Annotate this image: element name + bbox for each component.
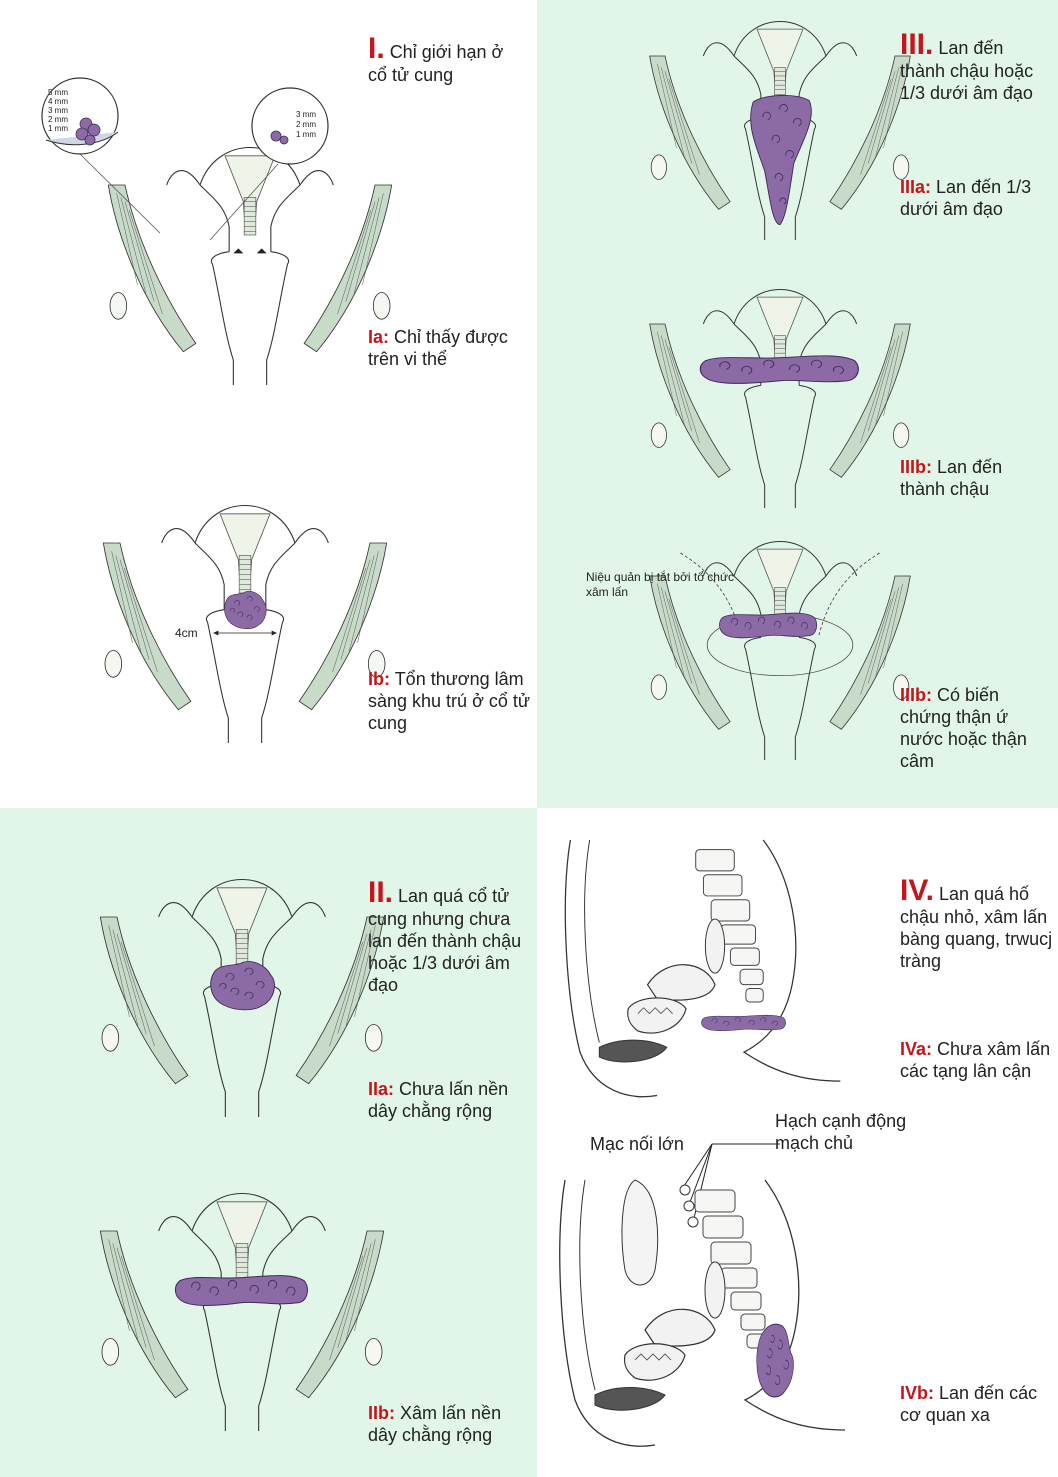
stage-description: Chỉ thấy được trên vi thể [368,327,508,369]
ruler-left-label: 1 mm [48,124,68,133]
stage-label: IIa: [368,1079,395,1099]
stage-Ib-text: Ib: Tổn thương lâm sàng khu trú ở cổ tử … [368,668,533,734]
stage-label: I. [368,32,385,65]
stage-label: Ib: [368,669,390,689]
ruler-right-label: 2 mm [296,120,316,129]
stage-description: Lan đến 1/3 dưới âm đạo [900,177,1032,219]
ruler-left-label: 5 mm [48,88,68,97]
stage-description: Lan đến thành chậu hoặc 1/3 dưới âm đạo [900,38,1034,103]
ruler-right-label: 3 mm [296,110,316,119]
stage-IIIb2-text: IIIb: Có biến chứng thận ứ nước hoặc thậ… [900,684,1055,772]
ureter-annotation: Niệu quản bị tắt bởi tổ chức xâm lấn [586,570,734,599]
stage-Ia-text: Ia: Chỉ thấy được trên vi thể [368,326,533,370]
stage-IIIa-diagram [649,21,911,241]
stage-label: IVa: [900,1039,933,1059]
stage-description: Chưa xâm lấn các tạng lân cận [900,1039,1051,1081]
ruler-left-labels: 5 mm 4 mm 3 mm 2 mm 1 mm [48,88,88,133]
stage-label: IV. [900,874,934,907]
stage-IVb-text: IVb: Lan đến các cơ quan xa [900,1382,1055,1426]
microscope-inset-right [209,87,329,241]
stage-Ib-diagram [102,504,388,744]
stage-label: IIIa: [900,177,932,197]
stage-IVb-diagram [559,1179,846,1447]
stage-IIIa-text: IIIa: Lan đến 1/3 dưới âm đạo [900,176,1050,220]
stage-description: Xâm lấn nền dây chằng rộng [368,1403,502,1445]
stage-description: Lan đến các cơ quan xa [900,1383,1038,1425]
stage-label: IIb: [368,1403,395,1423]
ruler-left-label: 4 mm [48,97,68,106]
stage-label: IIIb: [900,685,932,705]
stage-description: Tổn thương lâm sàng khu trú ở cổ tử cung [368,669,530,733]
omentum-label: Mạc nối lớn [590,1134,684,1154]
stage-IIIb-text: IIIb: Lan đến thành chậu [900,456,1050,500]
microscope-inset-left [41,77,161,234]
stage-label: III. [900,28,934,61]
stage-label: IVb: [900,1383,934,1403]
stage-description: Chưa lấn nền dây chằng rộng [368,1079,509,1121]
aortic-nodes-label: Hạch cạnh động mạch chủ [775,1111,907,1153]
stage-IIIb-hydronephrosis-diagram [649,541,911,761]
size-4cm-label: 4cm [175,626,198,640]
ruler-left-label: 3 mm [48,106,68,115]
stage-description: Lan đến thành chậu [900,457,1003,499]
stage-I-diagram [107,146,393,386]
stage-description: Lan quá cổ tử cung nhưng chưa lan đến th… [368,886,522,995]
stage-label: II. [368,876,394,909]
ruler-right-label: 1 mm [296,130,316,139]
stage-label: IIIb: [900,457,932,477]
stage-IIa-text: IIa: Chưa lấn nền dây chằng rộng [368,1078,533,1122]
stage-III-text: III. Lan đến thành chậu hoặc 1/3 dưới âm… [900,30,1040,104]
stage-IV-text: IV. Lan quá hố chậu nhỏ, xâm lấn bàng qu… [900,876,1055,972]
ruler-right-labels: 3 mm 2 mm 1 mm [296,110,316,140]
stage-II-text: II. Lan quá cổ tử cung nhưng chưa lan đế… [368,878,533,996]
stage-description: Lan quá hố chậu nhỏ, xâm lấn bàng quang,… [900,884,1053,971]
ruler-left-label: 2 mm [48,115,68,124]
stage-label: Ia: [368,327,390,347]
stage-description: Chỉ giới hạn ở cổ tử cung [368,42,504,85]
stage-IIb-text: IIb: Xâm lấn nền dây chằng rộng [368,1402,533,1446]
stage-IVa-text: IVa: Chưa xâm lấn các tạng lân cận [900,1038,1055,1082]
stage-I-text: I. Chỉ giới hạn ở cổ tử cung [368,34,518,86]
stage-description: Có biến chứng thận ứ nước hoặc thận câm [900,685,1027,771]
